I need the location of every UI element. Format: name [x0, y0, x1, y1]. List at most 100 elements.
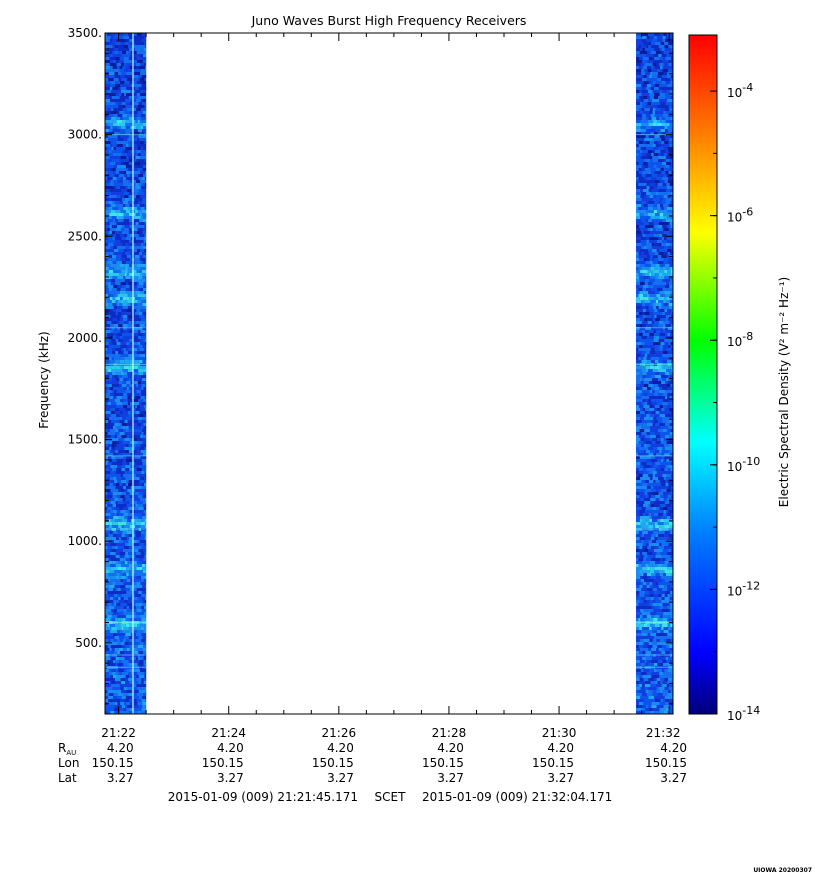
data-cell	[127, 318, 131, 321]
data-cell	[652, 156, 657, 159]
data-cell	[129, 711, 135, 714]
data-cell	[662, 369, 667, 372]
data-cell	[640, 606, 646, 609]
data-cell	[128, 96, 132, 99]
data-cell	[636, 405, 640, 408]
data-cell	[107, 261, 113, 264]
data-cell	[105, 114, 109, 117]
data-cell	[644, 264, 651, 267]
data-cell	[112, 438, 116, 441]
data-cell	[129, 204, 132, 207]
data-cell	[137, 96, 142, 99]
data-cell	[119, 519, 122, 522]
data-cell	[665, 465, 669, 468]
data-cell	[143, 657, 147, 660]
data-cell	[133, 129, 138, 132]
data-cell	[131, 264, 138, 267]
data-cell	[641, 300, 645, 303]
data-cell	[649, 294, 652, 297]
data-cell	[114, 183, 118, 186]
data-cell	[121, 537, 124, 540]
data-cell	[646, 39, 652, 42]
data-cell	[125, 510, 130, 513]
data-cell	[646, 573, 652, 576]
data-cell	[105, 660, 108, 663]
data-cell	[137, 507, 144, 510]
data-cell	[139, 78, 145, 81]
data-cell	[119, 357, 125, 360]
data-cell	[653, 60, 658, 63]
data-cell	[141, 75, 147, 78]
data-cell	[650, 624, 655, 627]
data-cell	[119, 423, 122, 426]
data-cell	[133, 492, 136, 495]
data-cell	[140, 297, 147, 300]
data-cell	[127, 324, 133, 327]
data-cell	[123, 594, 127, 597]
data-cell	[137, 624, 140, 627]
data-cell	[115, 315, 118, 318]
data-cell	[649, 414, 655, 417]
data-cell	[664, 342, 669, 345]
data-cell	[125, 453, 131, 456]
data-cell	[145, 351, 147, 354]
data-cell	[639, 165, 642, 168]
data-cell	[120, 585, 126, 588]
data-cell	[669, 594, 673, 597]
data-cell	[136, 678, 142, 681]
data-cell	[661, 189, 666, 192]
data-cell	[110, 81, 116, 84]
data-cell	[140, 261, 144, 264]
data-cell	[661, 708, 666, 711]
data-cell	[661, 684, 667, 687]
data-cell	[145, 171, 147, 174]
data-cell	[636, 189, 641, 192]
data-cell	[671, 564, 673, 567]
data-cell	[114, 72, 118, 75]
data-cell	[654, 645, 658, 648]
data-cell	[645, 303, 651, 306]
data-cell	[123, 327, 128, 330]
data-cell	[105, 312, 108, 315]
data-cell	[137, 687, 140, 690]
data-cell	[652, 90, 657, 93]
data-cell	[137, 276, 143, 279]
data-cell	[655, 81, 662, 84]
data-cell	[123, 513, 128, 516]
data-cell	[658, 585, 665, 588]
data-cell	[636, 195, 641, 198]
data-cell	[665, 81, 671, 84]
data-cell	[663, 111, 666, 114]
data-cell	[118, 54, 122, 57]
data-cell	[657, 147, 664, 150]
data-cell	[127, 612, 132, 615]
start-time: 2015-01-09 (009) 21:21:45.171	[168, 790, 358, 804]
data-cell	[114, 480, 118, 483]
data-cell	[641, 69, 645, 72]
data-cell	[654, 438, 658, 441]
data-cell	[110, 513, 115, 516]
data-cell	[131, 564, 138, 567]
data-cell	[114, 711, 120, 714]
data-cell	[117, 630, 120, 633]
data-cell	[139, 252, 143, 255]
data-cell	[118, 180, 123, 183]
data-cell	[656, 708, 660, 711]
data-cell	[658, 159, 664, 162]
data-cell	[124, 69, 128, 72]
data-cell	[647, 255, 650, 258]
data-cell	[636, 333, 640, 336]
data-cell	[636, 222, 641, 225]
data-cell	[118, 669, 124, 672]
data-cell	[121, 645, 125, 648]
data-cell	[105, 33, 107, 36]
data-cell	[644, 120, 648, 123]
data-cell	[115, 297, 120, 300]
data-cell	[658, 534, 664, 537]
data-cell	[119, 264, 125, 267]
data-cell	[140, 126, 144, 129]
data-cell	[653, 585, 659, 588]
data-cell	[671, 249, 673, 252]
data-cell	[652, 198, 657, 201]
data-cell	[638, 66, 643, 69]
